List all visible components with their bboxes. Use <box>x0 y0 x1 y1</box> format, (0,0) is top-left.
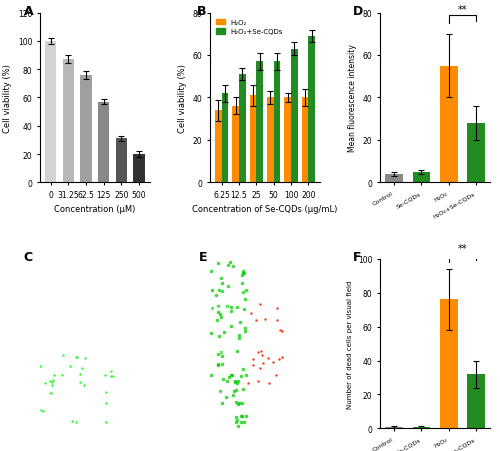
Bar <box>222 94 228 183</box>
X-axis label: Concentration of Se-CQDs (μg/mL): Concentration of Se-CQDs (μg/mL) <box>192 205 338 214</box>
Text: PI: PI <box>262 266 268 271</box>
Text: D: D <box>353 5 363 18</box>
Text: H₂O₂: H₂O₂ <box>40 391 52 396</box>
Text: A: A <box>24 5 33 18</box>
Bar <box>284 98 291 183</box>
Bar <box>256 62 263 183</box>
Bar <box>385 175 403 183</box>
Bar <box>308 37 315 183</box>
Text: Merge: Merge <box>123 266 140 271</box>
Bar <box>440 300 458 428</box>
Bar <box>467 374 485 428</box>
Bar <box>62 60 74 183</box>
Bar <box>250 96 256 183</box>
Bar <box>385 427 403 428</box>
Text: Calcein-AM: Calcein-AM <box>213 266 244 271</box>
Y-axis label: Cell viability (%): Cell viability (%) <box>178 64 187 133</box>
Bar <box>134 155 145 183</box>
Text: C: C <box>24 251 32 263</box>
X-axis label: Concentration (μM): Concentration (μM) <box>54 205 136 214</box>
Bar <box>80 76 92 183</box>
Y-axis label: Number of dead cells per visual field: Number of dead cells per visual field <box>346 280 352 408</box>
Text: E: E <box>199 251 207 263</box>
Bar <box>274 62 280 183</box>
Bar <box>239 75 246 183</box>
Bar <box>412 172 430 183</box>
Text: H₂O₂+Se-CQDs: H₂O₂+Se-CQDs <box>211 433 248 437</box>
Bar <box>291 50 298 183</box>
Bar <box>116 139 127 183</box>
Text: Se-CQDs: Se-CQDs <box>211 348 232 353</box>
Bar <box>467 124 485 183</box>
Text: DCF: DCF <box>52 266 64 271</box>
Bar <box>232 107 239 183</box>
Text: B: B <box>197 5 206 18</box>
Text: F: F <box>353 251 362 263</box>
Text: Control: Control <box>40 306 58 311</box>
Text: Bright field: Bright field <box>80 266 110 271</box>
Bar <box>440 66 458 183</box>
Text: **: ** <box>458 243 467 253</box>
Text: Se-CQDs: Se-CQDs <box>40 348 62 353</box>
Text: Merge: Merge <box>293 266 310 271</box>
Legend: H₂O₂, H₂O₂+Se-CQDs: H₂O₂, H₂O₂+Se-CQDs <box>214 17 286 38</box>
Text: **: ** <box>458 5 467 14</box>
Text: Control: Control <box>211 306 228 311</box>
Bar <box>98 102 110 183</box>
Text: H₂O₂+Se-CQDs: H₂O₂+Se-CQDs <box>40 433 78 437</box>
Bar <box>215 111 222 183</box>
Y-axis label: Mean fluorescence intensity: Mean fluorescence intensity <box>348 44 358 152</box>
Text: H₂O₂: H₂O₂ <box>211 391 222 396</box>
Bar <box>267 98 274 183</box>
Bar <box>412 427 430 428</box>
Bar <box>302 98 308 183</box>
Bar <box>45 42 56 183</box>
Y-axis label: Cell viability (%): Cell viability (%) <box>4 64 13 133</box>
